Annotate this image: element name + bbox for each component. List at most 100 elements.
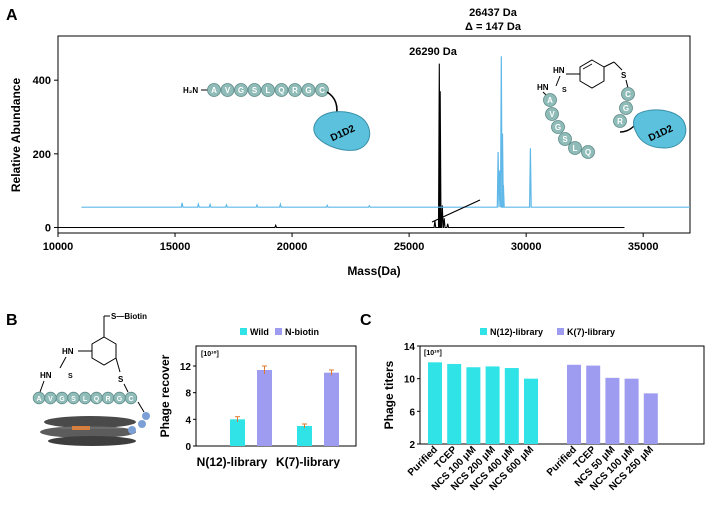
cyclic-bead-label: S: [562, 135, 568, 144]
b-bead-label: R: [105, 396, 110, 403]
x-tick-label: 35000: [628, 241, 659, 253]
bar-k7-library: [605, 377, 620, 444]
spectrum-trace-2: [81, 56, 690, 208]
thiourea-s: S: [562, 87, 567, 94]
cyclic-domain-shape: [633, 109, 687, 149]
cyclic-bead: [543, 93, 557, 107]
cyclic-bead: [558, 132, 572, 146]
linear-bead: [247, 83, 262, 97]
y-tick-label: 4: [185, 415, 191, 426]
legend-swatch-n-biotin: [275, 328, 282, 335]
x-tick-label: 10000: [43, 241, 74, 253]
panel-a-chart: 10000 15000 20000 25000 30000 35000 0 200 400 M…: [9, 7, 691, 278]
x-tick-label: 20000: [277, 241, 308, 253]
x-tick-label: 15000: [160, 241, 191, 253]
y-tick-label: 0: [45, 222, 51, 234]
cyclic-bead: [551, 120, 565, 134]
linear-bead: [288, 83, 302, 97]
linear-bead-label: R: [292, 86, 298, 95]
b-linker-hn: HN: [62, 347, 74, 356]
bar-n12-library: [466, 367, 481, 444]
panel-label-b: B: [6, 312, 18, 329]
y-tick-label: 6: [409, 407, 415, 418]
s-to-cys: [625, 79, 629, 89]
legend-label-n12: N(12)-library: [490, 327, 543, 337]
cyclic-bead: [613, 114, 627, 128]
panel-a-x-axis-label: Mass(Da): [347, 264, 400, 278]
panel-c-y-axis-label: Phage titers: [382, 360, 396, 429]
b-nh-to-bead: [39, 380, 45, 393]
cyclic-bead-label: A: [547, 96, 553, 105]
x-tick-label: 25000: [394, 241, 425, 253]
y-tick-label: 14: [404, 342, 416, 353]
y-tick-label: 200: [33, 149, 51, 161]
cyclic-bead-label: V: [549, 110, 555, 119]
x-tick-label: 30000: [511, 241, 542, 253]
cyclic-bead: [619, 101, 633, 115]
cyclic-linker-s: S: [621, 71, 627, 80]
cyclic-bead-label: Q: [585, 148, 591, 157]
panel-b-y-axis-label: Phage recover: [158, 354, 172, 437]
b-thiourea: [59, 356, 67, 369]
linear-bead-label: C: [319, 86, 325, 95]
bar-n-biotin: [257, 370, 272, 446]
bar-wild: [230, 419, 245, 446]
y-tick-label: 2: [409, 440, 415, 451]
panel-c-legend: N(12)-library K(7)-library: [480, 327, 615, 337]
panel-a-plot-frame: [57, 35, 691, 234]
legend-swatch-wild: [240, 328, 247, 335]
linear-bead-label: Q: [278, 86, 284, 95]
linear-bead: [261, 83, 275, 97]
b-thiourea-s: S: [68, 373, 73, 380]
cyclic-bead-label: G: [623, 104, 629, 113]
panel-label-a: A: [6, 7, 18, 24]
panel-label-c: C: [360, 312, 372, 329]
bar-n12-library: [428, 362, 442, 444]
b-bead-label: G: [117, 396, 123, 403]
bar-n-biotin: [324, 372, 339, 446]
y-tick-label: 8: [185, 389, 191, 400]
linear-bead: [315, 83, 329, 97]
linear-bead-label: S: [252, 86, 258, 95]
b-bead-label: A: [36, 396, 41, 403]
panel-a-y-axis-label: Relative Abundance: [9, 78, 23, 193]
b-bead-label: L: [83, 396, 88, 403]
cyclic-linker-hn2: HN: [537, 83, 549, 92]
spectrum-trace-1: [58, 63, 625, 229]
x-category-label: K(7)-library: [276, 455, 340, 469]
bar-n12-library: [504, 368, 519, 444]
b-bead-label: V: [48, 396, 53, 403]
cyclic-bead: [568, 141, 582, 155]
cyclic-bead: [621, 87, 635, 101]
bar-n12-library: [524, 378, 538, 444]
linear-bead: [207, 83, 221, 97]
annotation-26290: 26290 Da: [409, 46, 458, 58]
cyclic-bead-label: G: [555, 123, 561, 132]
cyclic-bead-label: L: [573, 144, 578, 153]
cyclic-bead: [545, 107, 559, 121]
linear-bead-label: G: [238, 86, 244, 95]
ring-inner-bond: [582, 63, 593, 70]
bar-k7-library: [624, 378, 639, 444]
shift-arrow: [431, 199, 481, 223]
linear-bead: [234, 83, 248, 97]
b-ring-right: [115, 357, 121, 373]
panel-b-plot-frame: [195, 345, 357, 447]
linear-domain-shape: [313, 111, 371, 151]
cyclic-linker-hn: HN: [553, 66, 565, 75]
b-bead-label: G: [59, 396, 65, 403]
linear-bead-label: V: [225, 86, 231, 95]
panel-b-legend: Wild N-biotin: [240, 327, 319, 337]
panel-c-plot-frame: [419, 345, 705, 445]
cyclic-bead-label: R: [617, 117, 623, 126]
b-linker-s: S: [118, 375, 124, 384]
x-category-label: N(12)-library: [197, 455, 268, 469]
linear-bead-label: L: [266, 86, 271, 95]
phage-icon: [40, 401, 150, 446]
b-bead-label: C: [128, 396, 133, 403]
annotation-26437: 26437 Da: [469, 7, 518, 19]
b-bead: [124, 391, 138, 405]
